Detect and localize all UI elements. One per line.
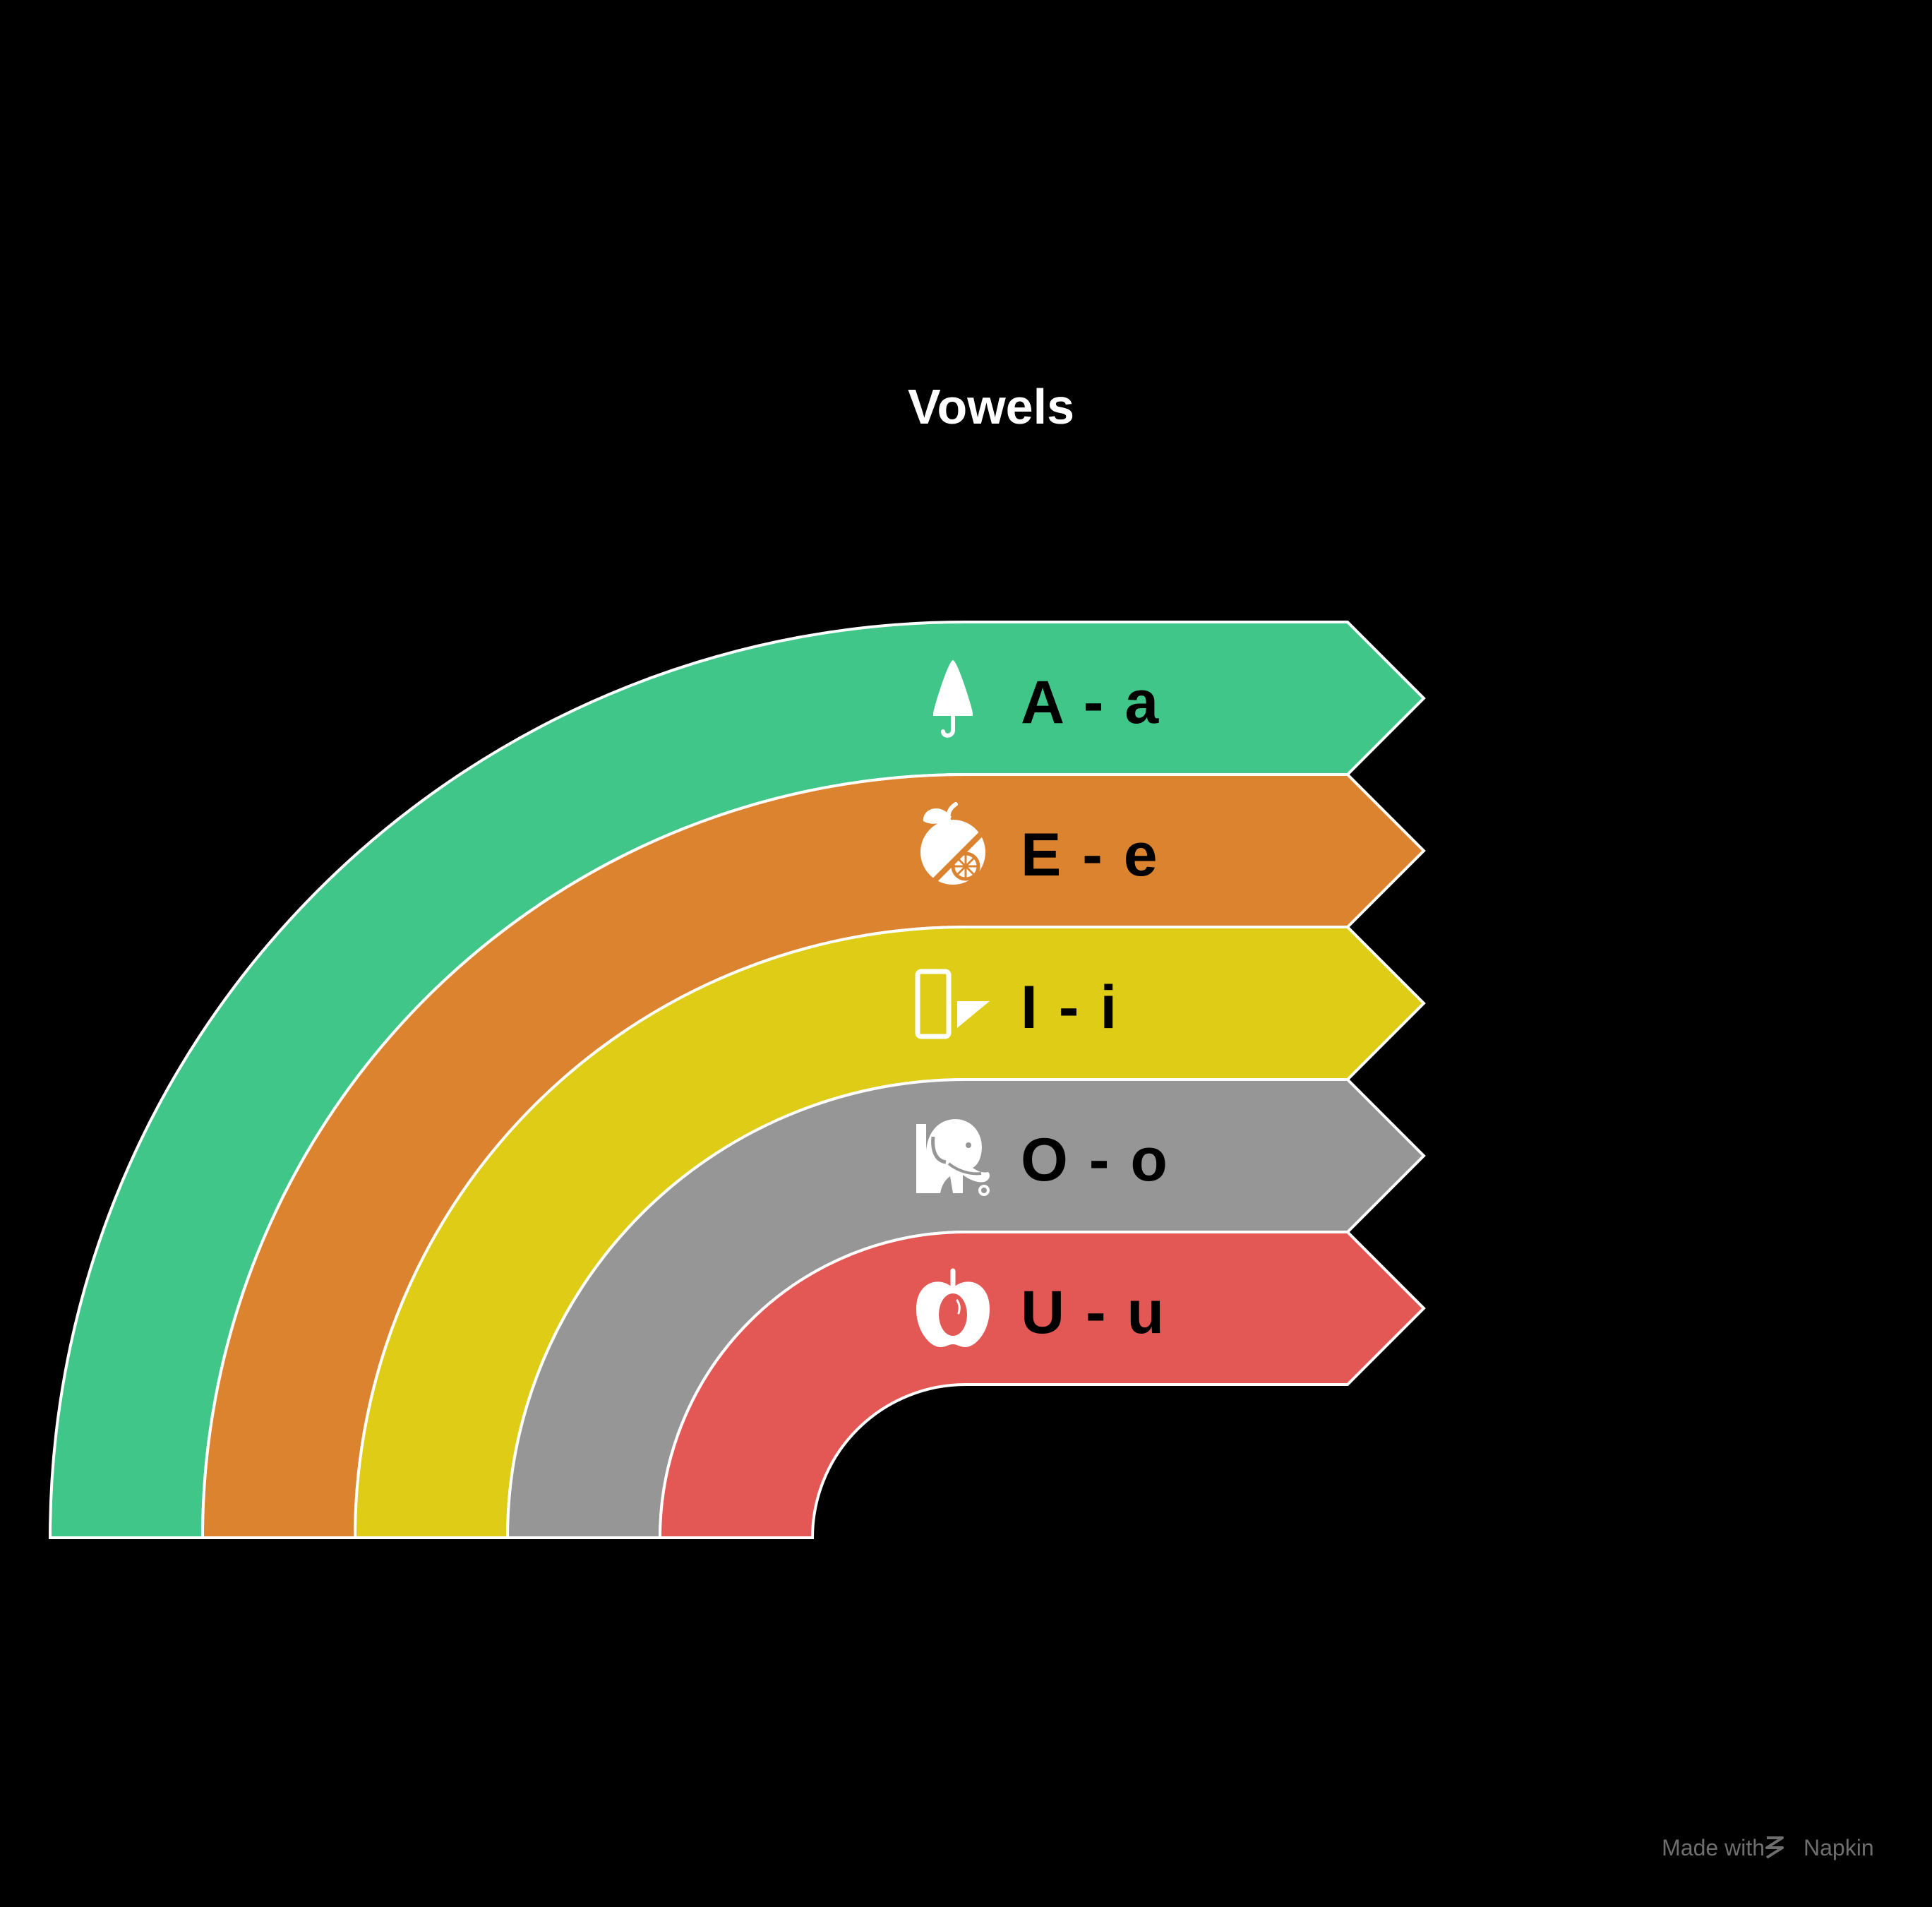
label-group: A - a E - e I - i O - o U - u xyxy=(1021,669,1170,1346)
orange-icon xyxy=(920,802,988,885)
credit-prefix: Made with xyxy=(1662,1835,1765,1860)
vowel-label-i: I - i xyxy=(1021,974,1119,1041)
napkin-logo-icon xyxy=(1765,1836,1784,1859)
elephant-icon xyxy=(916,1119,990,1196)
umbrella-icon xyxy=(933,660,973,738)
credit-brand: Napkin xyxy=(1804,1835,1874,1860)
vowel-label-a: A - a xyxy=(1021,669,1160,736)
door-icon xyxy=(915,969,990,1039)
icon-group xyxy=(915,660,990,1347)
credit: Made with Napkin xyxy=(1662,1835,1873,1860)
vowel-label-u: U - u xyxy=(1021,1279,1166,1346)
vowel-label-e: E - e xyxy=(1021,821,1160,889)
apple-icon xyxy=(916,1268,990,1347)
vowel-label-o: O - o xyxy=(1021,1126,1170,1194)
band-group xyxy=(48,621,1426,1539)
band-u xyxy=(658,1231,1426,1539)
diagram-title: Vowels xyxy=(908,379,1074,434)
